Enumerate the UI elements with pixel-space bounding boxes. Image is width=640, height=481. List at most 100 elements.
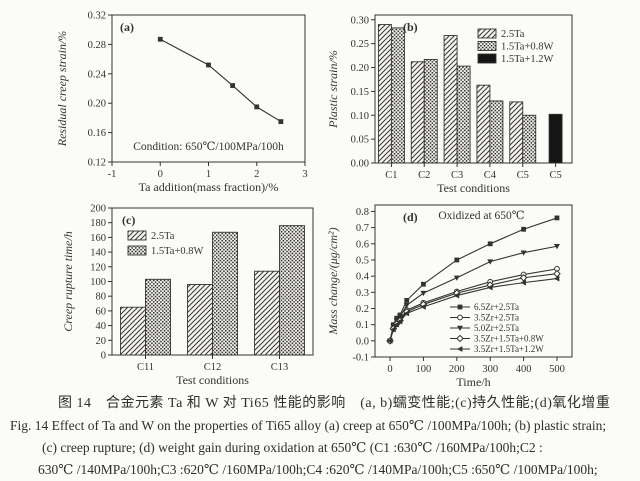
svg-text:0: 0 <box>101 351 106 362</box>
series-3.5Zr+1.5Ta+1.2W <box>386 275 560 344</box>
series-1.5Ta+0.8W <box>489 100 504 164</box>
series-2.5Ta <box>476 84 491 164</box>
bar-C2-1.5Ta+0.8W <box>423 58 438 164</box>
svg-text:160: 160 <box>90 233 106 244</box>
svg-text:0.4: 0.4 <box>356 272 370 283</box>
svg-text:C11: C11 <box>137 362 154 373</box>
series-2.5Ta <box>187 283 213 356</box>
panel-label: (d) <box>403 210 418 224</box>
bar-C5-1.5Ta+0.8W <box>522 114 537 164</box>
bar-C12-2.5Ta <box>187 283 213 356</box>
series-1.5Ta+0.8W <box>423 58 438 164</box>
bar-C4-1.5Ta+0.8W <box>489 100 504 164</box>
chart-c-creep-rupture-time: 0 20 40 60 80 100 120 140 160 180 200 Creep rupture… <box>61 204 314 387</box>
y-axis-label: Mass change/(μg/cm²) <box>326 227 340 335</box>
chart-a-residual-creep-strain: 0.12 0.16 0.20 0.24 0.28 0.32 Residual creep s… <box>55 11 308 195</box>
bar-C13-1.5Ta+0.8W <box>279 225 305 356</box>
svg-text:100: 100 <box>416 364 432 375</box>
series-1.5Ta+1.2W <box>548 113 563 164</box>
annotation: Oxidized at 650℃ <box>438 210 524 222</box>
panel-label: (b) <box>403 20 418 34</box>
series-residual creep strain <box>157 36 284 124</box>
svg-text:C4: C4 <box>484 170 497 181</box>
svg-text:2: 2 <box>254 169 259 180</box>
svg-text:0.1: 0.1 <box>356 320 369 331</box>
bar-C11-1.5Ta+0.8W <box>145 278 171 356</box>
bar-C3-1.5Ta+0.8W <box>456 65 471 164</box>
svg-text:C1: C1 <box>385 170 397 181</box>
svg-text:0.24: 0.24 <box>88 69 107 80</box>
svg-text:0.12: 0.12 <box>88 158 106 169</box>
svg-text:200: 200 <box>90 204 106 215</box>
svg-text:0.00: 0.00 <box>351 159 369 170</box>
chart-b-plastic-strain: 0.00 0.05 0.10 0.15 0.20 0.25 0.30 Plastic stra… <box>326 14 573 195</box>
svg-text:20: 20 <box>96 336 107 347</box>
svg-text:5.0Zr+2.5Ta: 5.0Zr+2.5Ta <box>474 323 519 333</box>
bar-C3-2.5Ta <box>443 35 458 164</box>
caption-english-line2: (c) creep rupture; (d) weight gain durin… <box>42 440 543 455</box>
y-axis-label: Plastic strain/% <box>326 50 340 129</box>
series-2.5Ta <box>509 101 524 164</box>
y-axis: 0 20 40 60 80 100 120 140 160 180 200 Creep rupture… <box>61 204 112 362</box>
svg-text:200: 200 <box>449 364 465 375</box>
x-axis-label: Test conditions <box>176 373 249 387</box>
x-axis: C11 C12 C13 Test conditions <box>137 355 288 387</box>
svg-text:3.5Zr+2.5Ta: 3.5Zr+2.5Ta <box>474 313 519 323</box>
plot-box <box>374 14 573 164</box>
svg-text:400: 400 <box>516 364 532 375</box>
bar-C11-2.5Ta <box>120 306 146 356</box>
y-axis: 0.12 0.16 0.20 0.24 0.28 0.32 Residual creep s… <box>55 11 112 169</box>
series-1.5Ta+0.8W <box>390 27 405 164</box>
svg-text:0.0: 0.0 <box>356 336 369 347</box>
svg-text:500: 500 <box>549 364 565 375</box>
svg-text:2.5Ta: 2.5Ta <box>151 231 175 242</box>
svg-text:300: 300 <box>482 364 498 375</box>
svg-text:1.5Ta+1.2W: 1.5Ta+1.2W <box>501 54 554 65</box>
bar-C4-2.5Ta <box>476 84 491 164</box>
svg-text:0.20: 0.20 <box>351 63 369 74</box>
series-1.5Ta+0.8W <box>456 65 471 164</box>
svg-text:0.20: 0.20 <box>88 99 106 110</box>
svg-text:0: 0 <box>158 169 163 180</box>
svg-text:0.15: 0.15 <box>351 87 369 98</box>
x-axis-label: Time/h <box>456 375 490 389</box>
svg-text:0.5: 0.5 <box>356 255 369 266</box>
series-2.5Ta <box>410 61 425 164</box>
svg-text:0.6: 0.6 <box>356 239 369 250</box>
series-1.5Ta+0.8W <box>145 278 171 356</box>
series-2.5Ta <box>254 270 280 356</box>
bar-C13-2.5Ta <box>254 270 280 356</box>
svg-text:3.5Zr+1.5Ta+1.2W: 3.5Zr+1.5Ta+1.2W <box>474 344 544 354</box>
svg-text:C2: C2 <box>418 170 430 181</box>
annotation: Condition: 650℃/100MPa/100h <box>133 141 284 153</box>
svg-text:140: 140 <box>90 248 106 259</box>
svg-text:180: 180 <box>90 218 106 229</box>
series-2.5Ta <box>377 24 392 164</box>
x-axis-label: Ta addition(mass fraction)/% <box>139 180 279 194</box>
svg-text:120: 120 <box>90 262 106 273</box>
svg-text:-1: -1 <box>108 169 117 180</box>
svg-text:3: 3 <box>302 169 307 180</box>
svg-text:40: 40 <box>96 321 107 332</box>
svg-text:-0.1: -0.1 <box>352 353 369 364</box>
y-axis: -0.1 0.0 0.1 0.2 0.3 0.4 0.5 0.6 0.7 0.8 Mass chan… <box>326 207 375 364</box>
svg-text:0: 0 <box>387 364 392 375</box>
svg-text:0.3: 0.3 <box>356 288 369 299</box>
bar-C5-2.5Ta <box>509 101 524 164</box>
x-axis-label: Test conditions <box>437 181 510 195</box>
svg-text:3.5Zr+1.5Ta+0.8W: 3.5Zr+1.5Ta+0.8W <box>474 334 544 344</box>
caption-chinese: 图 14 合金元素 Ta 和 W 对 Ti65 性能的影响 (a, b)蠕变性能… <box>58 396 611 411</box>
svg-text:C12: C12 <box>204 362 222 373</box>
bar-C5-1.5Ta+1.2W <box>548 113 563 164</box>
x-axis: C1 C2 C3 C4 C5 C5 Test conditions <box>385 163 562 195</box>
svg-text:0.05: 0.05 <box>351 135 369 146</box>
y-axis-label: Creep rupture time/h <box>61 231 75 331</box>
svg-text:C13: C13 <box>271 362 289 373</box>
svg-text:1: 1 <box>206 169 211 180</box>
svg-text:0.7: 0.7 <box>356 223 369 234</box>
x-axis: -1 0 1 2 3 Ta addition(mass fraction)/% <box>108 162 308 194</box>
series-1.5Ta+0.8W <box>212 231 238 356</box>
figure-caption: 图 14 合金元素 Ta 和 W 对 Ti65 性能的影响 (a, b)蠕变性能… <box>0 393 640 481</box>
panel-label: (c) <box>122 213 135 227</box>
